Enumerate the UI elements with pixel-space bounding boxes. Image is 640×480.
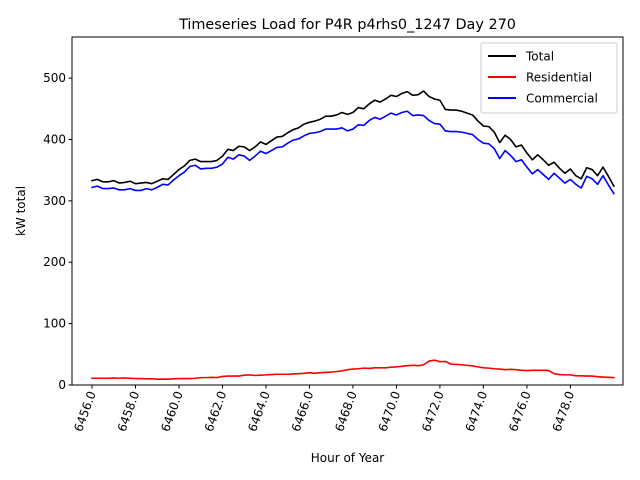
y-tick-label: 300 xyxy=(43,194,66,208)
series-lines xyxy=(91,90,615,380)
legend-label-total: Total xyxy=(525,50,554,64)
legend-label-residential: Residential xyxy=(526,71,592,85)
y-tick-label: 400 xyxy=(43,132,66,146)
y-tick-label: 100 xyxy=(43,317,66,331)
series-line-commercial xyxy=(91,110,615,195)
series-line-residential xyxy=(91,359,615,380)
y-tick-label: 0 xyxy=(58,378,66,392)
chart-title: Timeseries Load for P4R p4rhs0_1247 Day … xyxy=(178,17,516,33)
plot-frame xyxy=(71,36,624,386)
y-axis-label: kW total xyxy=(14,186,28,236)
y-tick-label: 200 xyxy=(43,255,66,269)
x-axis-label: Hour of Year xyxy=(311,451,385,465)
y-tick-label: 500 xyxy=(43,71,66,85)
legend-label-commercial: Commercial xyxy=(526,92,598,106)
legend: Total Residential Commercial xyxy=(480,42,618,114)
series-line-total xyxy=(91,90,615,188)
legend-box xyxy=(480,42,618,114)
y-axis-ticks: 0 100 200 300 400 500 xyxy=(43,71,72,392)
